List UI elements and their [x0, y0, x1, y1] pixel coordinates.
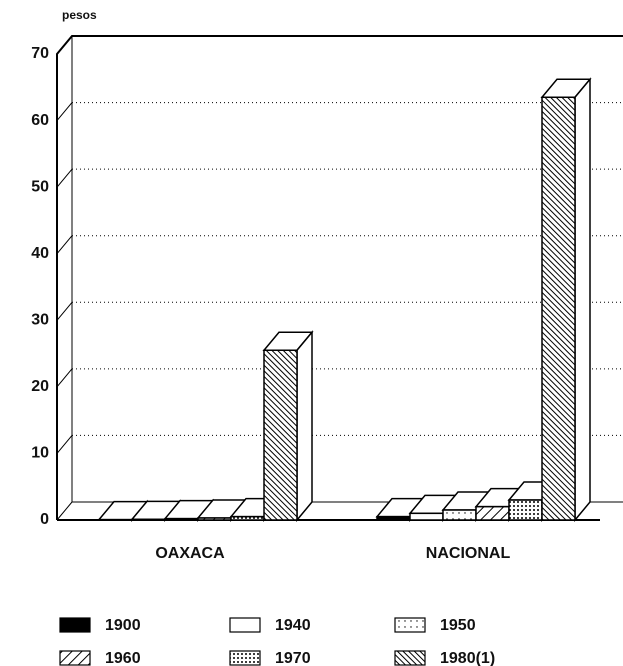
x-tick-label: OAXACA: [155, 545, 225, 562]
y-tick-label: 30: [31, 312, 49, 329]
legend-label: 1950: [440, 617, 476, 634]
bar: [164, 517, 199, 521]
bar: [131, 518, 166, 521]
tick-mark: [56, 168, 73, 188]
y-axis-label: pesos: [62, 8, 97, 22]
tick-mark: [56, 102, 73, 121]
bar: [263, 349, 298, 521]
bar: [508, 499, 543, 521]
bar: [197, 517, 232, 521]
bar: [409, 512, 444, 521]
tick-mark: [56, 35, 73, 55]
legend-swatch: [59, 650, 91, 666]
x-tick-label: NACIONAL: [426, 545, 511, 562]
axis: [56, 35, 623, 520]
bar: [376, 515, 411, 521]
bar: [475, 505, 510, 521]
bar: [541, 96, 576, 521]
tick-mark: [56, 368, 73, 388]
legend-label: 1960: [105, 650, 141, 666]
legend-swatch: [229, 650, 261, 666]
tick-mark: [56, 301, 73, 321]
legend-swatch: [394, 650, 426, 666]
y-tick-label: 0: [40, 511, 49, 528]
legend-label: 1900: [105, 617, 141, 634]
bar: [230, 515, 265, 521]
y-tick-label: 70: [31, 45, 49, 62]
bar-side: [296, 330, 313, 523]
bar: [442, 509, 477, 521]
legend-swatch: [394, 617, 426, 633]
legend-label: 1970: [275, 650, 311, 666]
tick-mark: [56, 435, 73, 454]
y-tick-label: 10: [31, 445, 49, 462]
y-tick-label: 50: [31, 178, 49, 195]
y-tick-label: 40: [31, 245, 49, 262]
bar-side: [574, 77, 591, 523]
y-tick-label: 20: [31, 378, 49, 395]
legend-label: 1980(1): [440, 650, 495, 666]
tick-mark: [56, 501, 73, 521]
y-tick-label: 60: [31, 112, 49, 129]
tick-mark: [56, 235, 73, 255]
legend-swatch: [59, 617, 91, 633]
legend-swatch: [229, 617, 261, 633]
legend-label: 1940: [275, 617, 311, 634]
